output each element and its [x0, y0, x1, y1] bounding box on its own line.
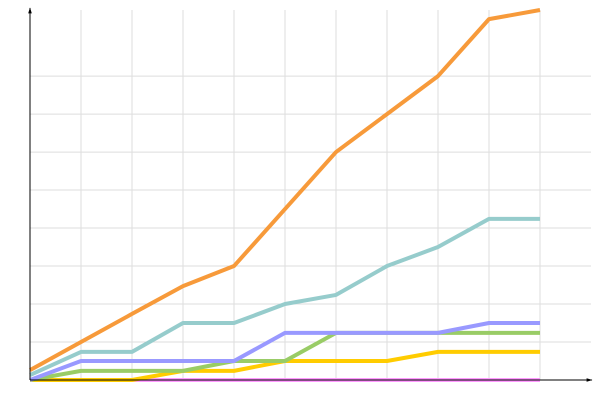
series-line [29, 8, 541, 372]
grid [30, 10, 591, 380]
series-line [29, 216, 540, 377]
series-line [29, 330, 540, 382]
series-line [29, 321, 540, 382]
